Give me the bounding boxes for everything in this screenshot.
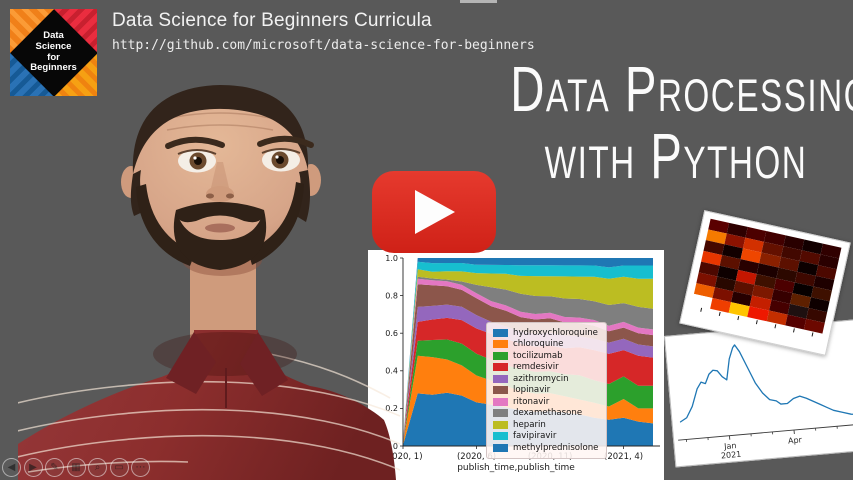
heatmap-tick [700, 308, 702, 312]
x-tick-label: Apr [788, 435, 803, 445]
lips [205, 224, 235, 233]
logo-text: Data Science for Beginners [10, 9, 97, 96]
video-title-line2: with Python [510, 123, 842, 190]
legend-swatch [493, 340, 508, 348]
heatmap-tick [812, 333, 814, 337]
play-icon [411, 188, 457, 236]
legend-label: dexamethasone [513, 408, 582, 418]
legend-item: favipiravir [493, 431, 598, 443]
more-options-button[interactable]: ⋯ [131, 458, 150, 477]
previous-slide-button[interactable]: ◀ [2, 458, 21, 477]
x-tick-label: (2021, 4) [604, 452, 643, 462]
heatmap-grid [692, 219, 842, 334]
legend-label: methylprednisolone [513, 443, 598, 453]
legend-label: heparin [513, 420, 546, 430]
line-chart-axis [678, 421, 853, 441]
legend-label: tocilizumab [513, 351, 563, 361]
legend-item: ritonavir [493, 396, 598, 408]
legend-item: dexamethasone [493, 408, 598, 420]
play-button[interactable] [372, 171, 496, 253]
legend-swatch [493, 352, 508, 360]
stacked-area-chart: 0.00.20.40.60.81.0(2020, 1)(2020, 6)(202… [368, 250, 664, 480]
presenter-photo [18, 82, 406, 480]
legend-label: favipiravir [513, 431, 556, 441]
legend-label: hydroxychloroquine [513, 328, 598, 338]
window-sliver [460, 0, 497, 3]
heatmap-tick [737, 316, 739, 320]
github-url: http://github.com/microsoft/data-science… [112, 38, 535, 53]
video-title-line1: Data Processing [510, 56, 842, 123]
legend-swatch [493, 421, 508, 429]
x-tick-year: 2021 [721, 450, 742, 461]
area-chart-legend: hydroxychloroquinechloroquine tocilizumab… [486, 322, 607, 459]
legend-item: chloroquine [493, 339, 598, 351]
captions-button[interactable]: ▭ [110, 458, 129, 477]
legend-swatch [493, 409, 508, 417]
all-slides-button[interactable]: ▦ [67, 458, 86, 477]
video-title: Data Processing with Python [510, 56, 842, 189]
legend-swatch [493, 375, 508, 383]
legend-swatch [493, 444, 508, 452]
pen-button[interactable]: ✎ [45, 458, 64, 477]
legend-item: azithromycin [493, 373, 598, 385]
zoom-button[interactable]: ⌕ [88, 458, 107, 477]
course-logo: Data Science for Beginners [10, 9, 97, 96]
legend-swatch [493, 398, 508, 406]
legend-item: tocilizumab [493, 350, 598, 362]
legend-item: lopinavir [493, 385, 598, 397]
legend-item: methylprednisolone [493, 442, 598, 454]
legend-item: heparin [493, 419, 598, 431]
header: Data Science for Beginners Curricula htt… [112, 10, 535, 53]
area-chart-xlabel: publish_time,publish_time [368, 463, 664, 473]
legend-item: remdesivir [493, 362, 598, 374]
legend-item: hydroxychloroquine [493, 327, 598, 339]
legend-label: azithromycin [513, 374, 569, 384]
legend-label: lopinavir [513, 385, 550, 395]
legend-swatch [493, 363, 508, 371]
legend-swatch [493, 386, 508, 394]
video-thumbnail: Data Science for Beginners Data Science … [0, 0, 853, 480]
next-slide-button[interactable]: ▶ [24, 458, 43, 477]
presenter-toolbar: ◀▶✎▦⌕▭⋯ [2, 458, 150, 477]
heatmap-tick [756, 320, 758, 324]
course-title: Data Science for Beginners Curricula [112, 10, 535, 32]
heatmap-tick [793, 328, 795, 332]
legend-swatch [493, 432, 508, 440]
legend-swatch [493, 329, 508, 337]
heatmap-tick [775, 324, 777, 328]
legend-label: ritonavir [513, 397, 549, 407]
legend-label: chloroquine [513, 339, 563, 349]
heatmap-tick [719, 312, 721, 316]
legend-label: remdesivir [513, 362, 559, 372]
